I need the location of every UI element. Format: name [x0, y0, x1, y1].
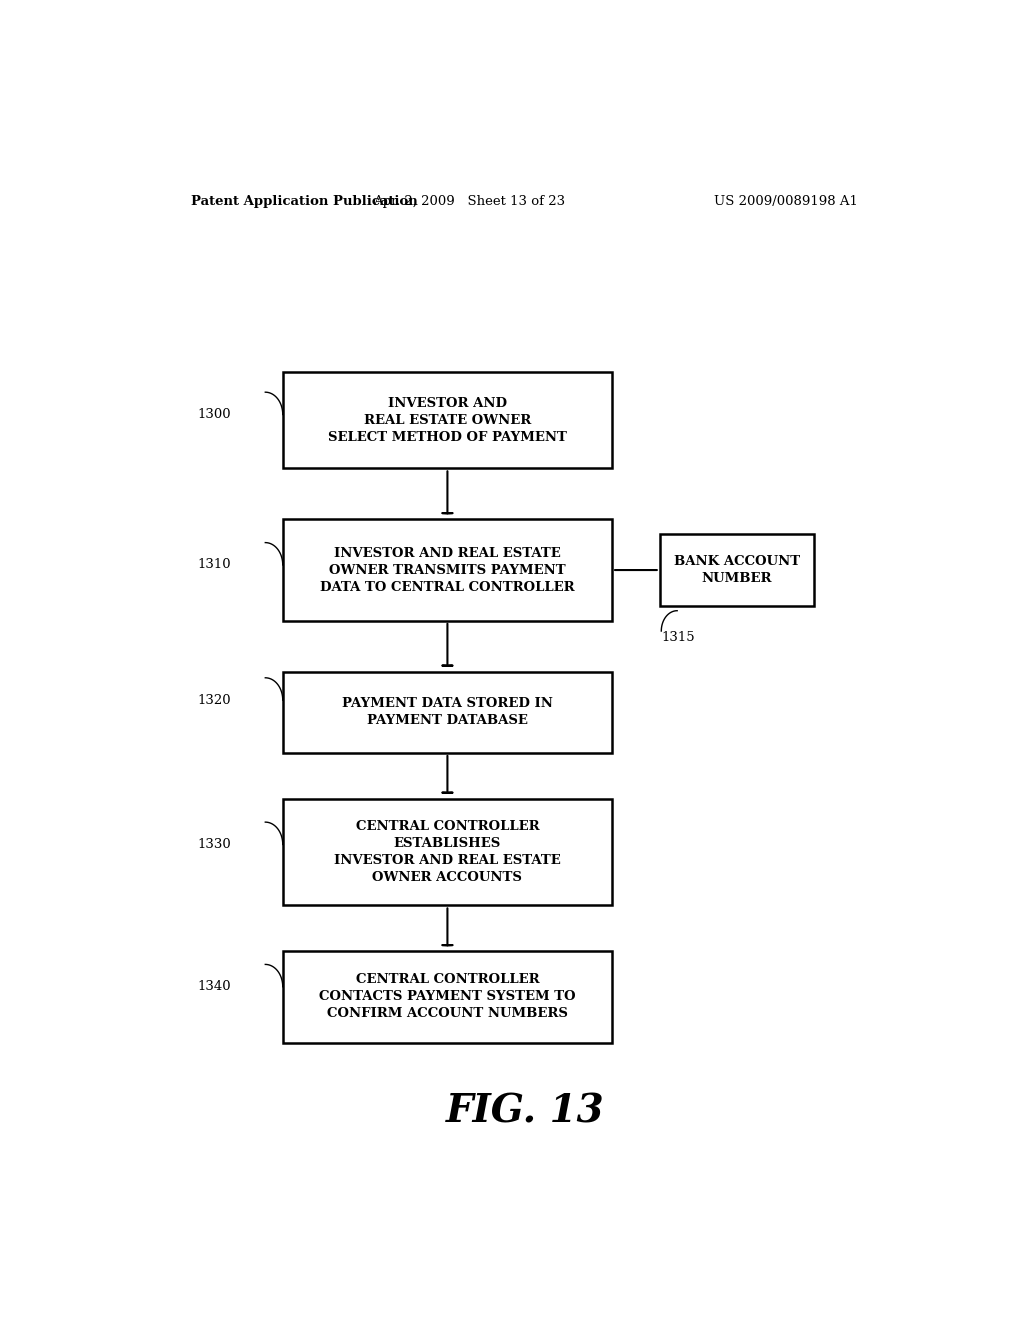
Text: Apr. 2, 2009   Sheet 13 of 23: Apr. 2, 2009 Sheet 13 of 23: [373, 194, 565, 207]
Text: 1300: 1300: [198, 408, 231, 421]
FancyBboxPatch shape: [659, 535, 814, 606]
Text: 1340: 1340: [198, 981, 231, 993]
Text: CENTRAL CONTROLLER
CONTACTS PAYMENT SYSTEM TO
CONFIRM ACCOUNT NUMBERS: CENTRAL CONTROLLER CONTACTS PAYMENT SYST…: [319, 973, 575, 1020]
Text: US 2009/0089198 A1: US 2009/0089198 A1: [714, 194, 858, 207]
Text: 1330: 1330: [198, 838, 231, 851]
Text: 1310: 1310: [198, 558, 231, 572]
Text: INVESTOR AND
REAL ESTATE OWNER
SELECT METHOD OF PAYMENT: INVESTOR AND REAL ESTATE OWNER SELECT ME…: [328, 396, 567, 444]
FancyBboxPatch shape: [283, 952, 612, 1043]
FancyBboxPatch shape: [283, 519, 612, 620]
Text: FIG. 13: FIG. 13: [445, 1093, 604, 1131]
Text: PAYMENT DATA STORED IN
PAYMENT DATABASE: PAYMENT DATA STORED IN PAYMENT DATABASE: [342, 697, 553, 727]
Text: 1320: 1320: [198, 693, 231, 706]
FancyBboxPatch shape: [283, 799, 612, 906]
Text: 1315: 1315: [662, 631, 695, 644]
FancyBboxPatch shape: [283, 372, 612, 469]
Text: Patent Application Publication: Patent Application Publication: [191, 194, 418, 207]
Text: INVESTOR AND REAL ESTATE
OWNER TRANSMITS PAYMENT
DATA TO CENTRAL CONTROLLER: INVESTOR AND REAL ESTATE OWNER TRANSMITS…: [321, 546, 574, 594]
FancyBboxPatch shape: [283, 672, 612, 752]
Text: CENTRAL CONTROLLER
ESTABLISHES
INVESTOR AND REAL ESTATE
OWNER ACCOUNTS: CENTRAL CONTROLLER ESTABLISHES INVESTOR …: [334, 820, 561, 884]
Text: BANK ACCOUNT
NUMBER: BANK ACCOUNT NUMBER: [674, 554, 800, 585]
